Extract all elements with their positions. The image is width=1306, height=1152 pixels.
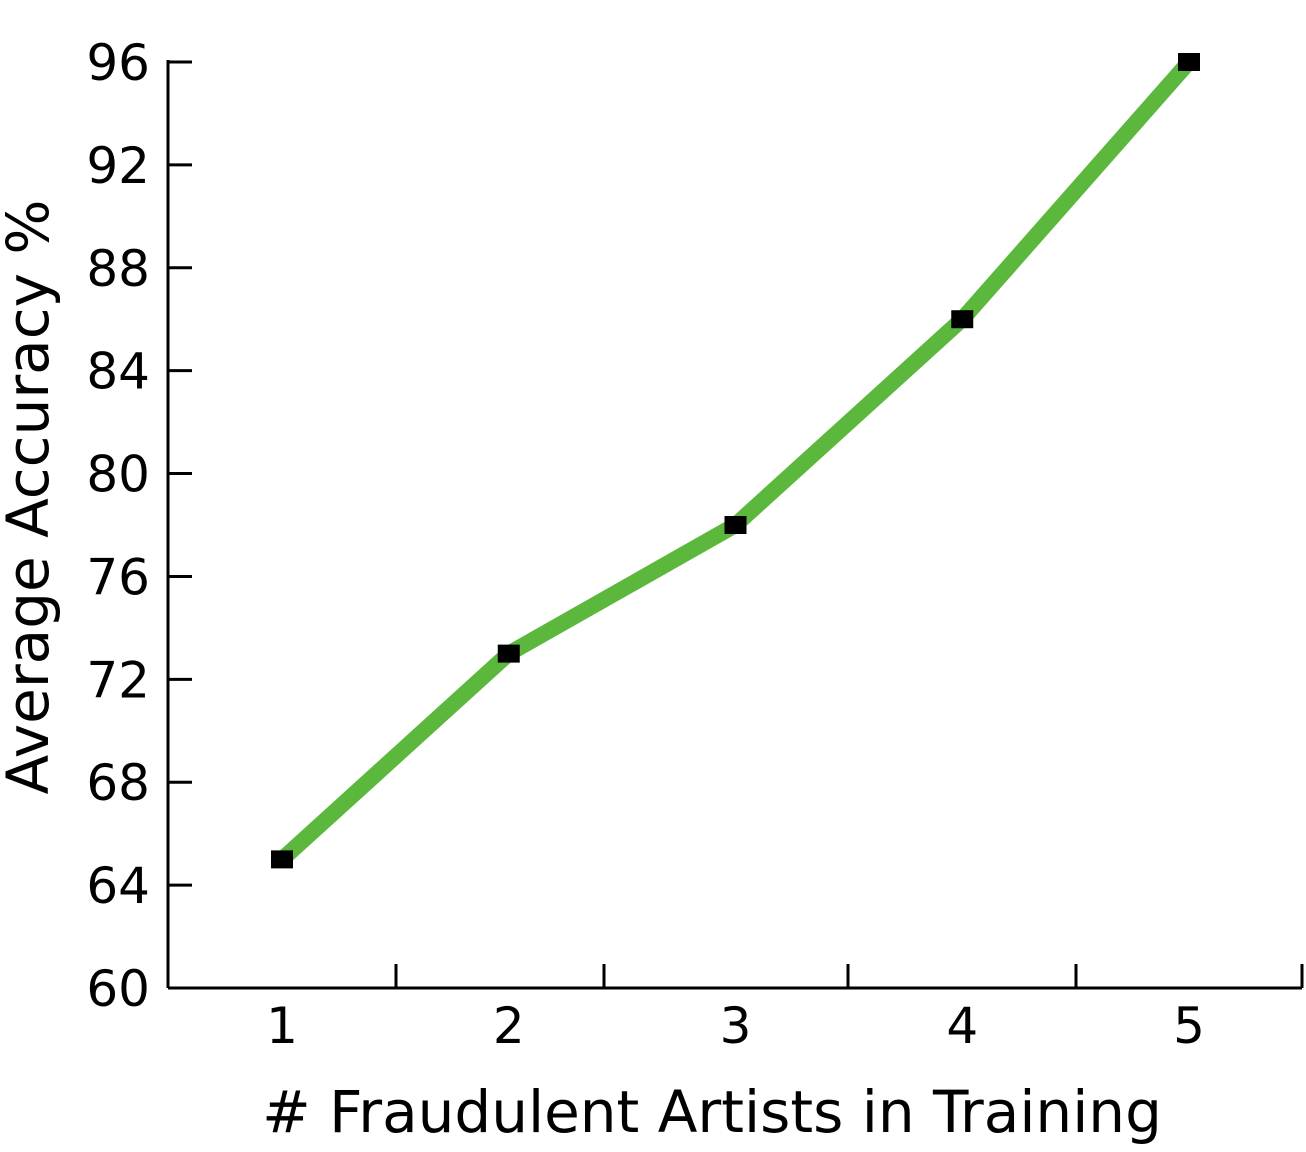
x-axis-title: # Fraudulent Artists in Training xyxy=(262,1078,1162,1146)
data-point-marker xyxy=(271,850,293,869)
data-point-marker xyxy=(497,644,520,663)
x-tick-label: 2 xyxy=(493,997,525,1055)
y-axis-title: Average Accuracy % xyxy=(0,200,62,795)
y-tick-label: 64 xyxy=(86,857,150,915)
series-line xyxy=(276,56,1196,866)
y-tick-label: 88 xyxy=(86,240,150,298)
data-point-marker xyxy=(951,310,974,329)
data-point-marker xyxy=(1178,53,1200,71)
y-tick-label: 92 xyxy=(86,137,150,195)
x-tick-label: 4 xyxy=(946,997,978,1055)
axes: 60 64 68 72 76 80 84 88 92 96 1 2 3 4 5 xyxy=(86,34,1304,1055)
y-tick-label: 68 xyxy=(86,754,150,812)
x-tick-label: 5 xyxy=(1173,997,1205,1055)
y-tick-label: 80 xyxy=(86,446,150,504)
y-tick-label: 96 xyxy=(86,34,150,92)
x-tick-label: 3 xyxy=(720,997,752,1055)
series-layer xyxy=(271,53,1200,869)
y-tick-label: 72 xyxy=(86,651,150,709)
y-tick-label: 76 xyxy=(86,548,150,606)
data-point-marker xyxy=(724,516,747,534)
y-tick-label: 60 xyxy=(86,960,150,1018)
x-tick-label: 1 xyxy=(266,997,298,1055)
y-tick-label: 84 xyxy=(86,343,150,401)
